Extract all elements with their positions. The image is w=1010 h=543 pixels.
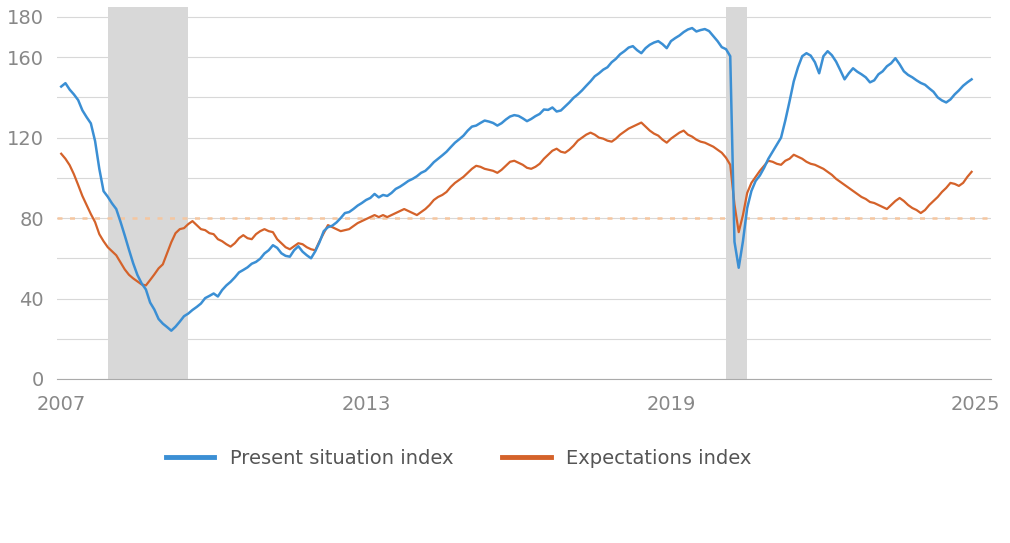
Legend: Present situation index, Expectations index: Present situation index, Expectations in… [158, 441, 760, 475]
Bar [726, 7, 747, 379]
Bar [108, 7, 188, 379]
